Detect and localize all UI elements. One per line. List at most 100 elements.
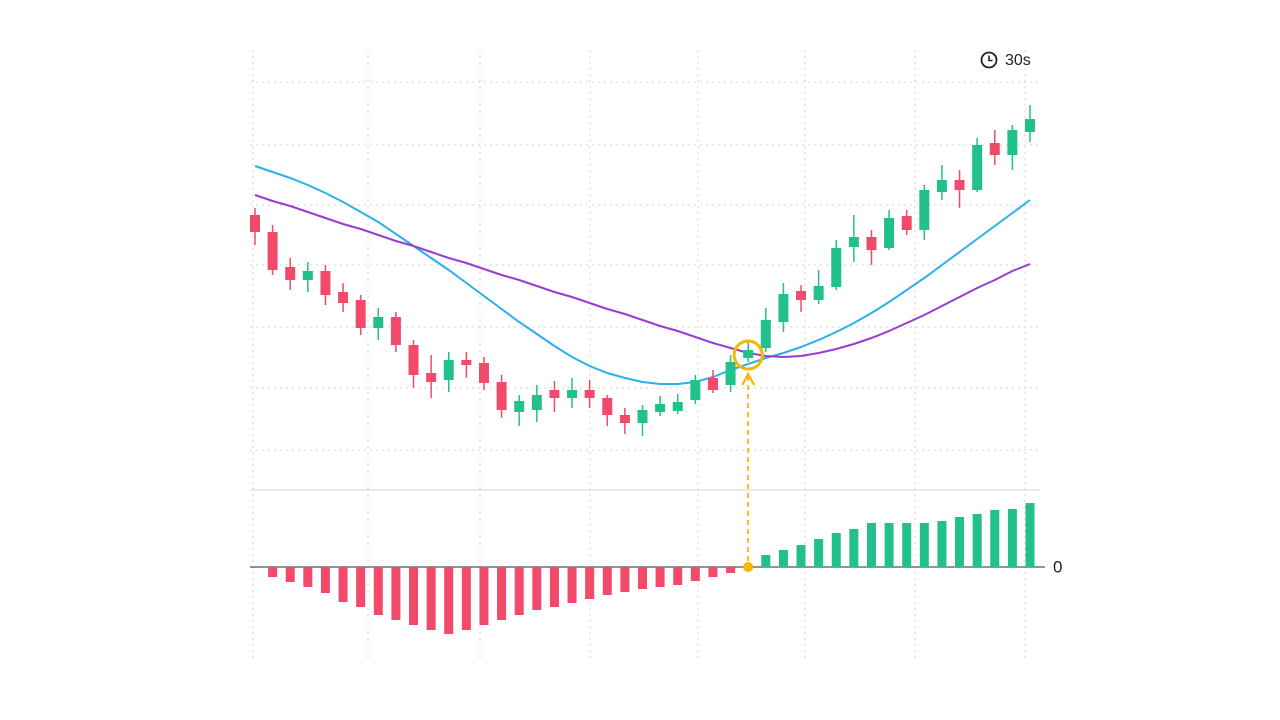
timeframe-badge: 30s: [980, 51, 1031, 69]
histogram-bar: [937, 521, 947, 567]
candle-body: [831, 248, 842, 287]
histogram-bar: [902, 523, 912, 567]
histogram-bar: [567, 567, 577, 603]
candle-body: [390, 317, 401, 345]
histogram-bar: [426, 567, 436, 630]
candle: [514, 395, 525, 426]
candle: [672, 394, 683, 414]
candle: [989, 130, 1000, 165]
histogram-bar: [831, 533, 841, 567]
candle-body: [338, 292, 349, 303]
moving-average-line: [254, 194, 1031, 359]
histogram-bar: [549, 567, 559, 607]
histogram-bar: [373, 567, 383, 615]
histogram-bar: [268, 567, 278, 577]
histogram-bar: [532, 567, 542, 610]
candle: [901, 210, 912, 235]
candle: [426, 355, 437, 398]
histogram-bar: [726, 567, 736, 573]
candle: [690, 375, 701, 404]
candle: [884, 210, 895, 250]
candle: [443, 352, 454, 392]
histogram-bar: [356, 567, 366, 607]
plot: 0: [250, 50, 1062, 662]
candle: [567, 378, 578, 408]
candle: [250, 208, 260, 245]
histogram-bar: [338, 567, 348, 602]
candle: [549, 381, 560, 412]
histogram-zero-point: [743, 562, 754, 572]
histogram-bar: [303, 567, 313, 587]
histogram-bar: [638, 567, 647, 589]
histogram-bar: [955, 517, 965, 567]
candle: [320, 265, 331, 305]
candle-body: [848, 237, 859, 247]
candle-body: [320, 271, 331, 295]
y-tick-label: 0: [1053, 557, 1062, 576]
candle-body: [408, 345, 419, 375]
candle: [954, 170, 965, 208]
candle: [338, 283, 349, 312]
histogram-bar: [796, 545, 806, 567]
histogram-bar: [866, 523, 876, 567]
candle: [743, 342, 754, 362]
candle-body: [619, 415, 630, 423]
histogram-bar: [444, 567, 454, 634]
candle-body: [760, 320, 771, 348]
candle: [866, 230, 877, 265]
candle: [707, 370, 718, 393]
candle-body: [637, 410, 648, 423]
candle: [778, 283, 789, 332]
candle-body: [778, 294, 789, 322]
histogram-bar: [1025, 503, 1035, 567]
histogram-bar: [585, 567, 595, 599]
candle-body: [567, 390, 578, 398]
candle-body: [584, 390, 595, 398]
candle-body: [1025, 119, 1035, 132]
candle-body: [250, 215, 260, 232]
candle: [848, 215, 859, 262]
candle: [285, 258, 296, 290]
candle: [496, 375, 507, 418]
histogram-bar: [620, 567, 630, 592]
candle-body: [461, 360, 472, 365]
candle: [760, 308, 771, 352]
candle: [408, 340, 419, 388]
candle-body: [496, 382, 507, 410]
candle-body: [743, 350, 754, 358]
histogram-bar: [972, 514, 982, 567]
histogram-bar: [409, 567, 419, 625]
candle: [531, 385, 542, 422]
candle-body: [690, 380, 701, 400]
candle: [796, 285, 807, 312]
candle-body: [954, 180, 965, 190]
candle-body: [989, 143, 1000, 155]
candle-body: [707, 378, 718, 390]
candle-body: [813, 286, 824, 300]
candle-body: [285, 267, 296, 280]
histogram-bar: [849, 529, 859, 567]
candle-body: [884, 218, 895, 248]
histogram-bar: [673, 567, 683, 585]
moving-average-line: [254, 165, 1031, 385]
candle: [936, 165, 947, 200]
candle-body: [936, 180, 947, 192]
candle: [831, 240, 842, 290]
candle-body: [725, 362, 736, 385]
candle-body: [866, 237, 877, 250]
histogram-bar: [514, 567, 524, 615]
candle-body: [901, 216, 912, 230]
candle: [267, 225, 278, 275]
candle: [972, 138, 983, 192]
candle: [478, 357, 489, 390]
candle: [813, 270, 824, 304]
candle-body: [355, 300, 366, 328]
candle-body: [373, 317, 384, 328]
histogram-bar: [479, 567, 489, 625]
timeframe-label: 30s: [1005, 52, 1031, 69]
histogram-bar: [814, 539, 824, 567]
histogram-bar: [1007, 509, 1017, 567]
candle-body: [426, 373, 437, 382]
